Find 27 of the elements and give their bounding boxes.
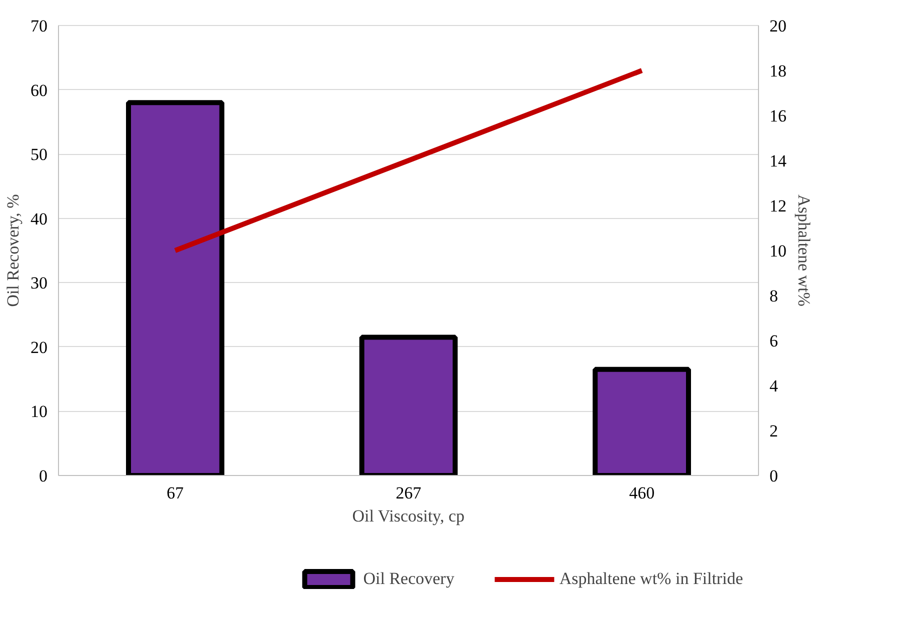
y-tick-label: 50 xyxy=(30,145,48,164)
y2-tick-label: 4 xyxy=(770,376,778,396)
y2-axis-title: Asphaltene wt% xyxy=(794,194,814,306)
y2-tick-label: 12 xyxy=(770,196,786,216)
legend-label: Asphaltene wt% in Filtride xyxy=(559,569,743,589)
y-tick-label: 60 xyxy=(30,80,48,100)
y2-tick-label: 20 xyxy=(770,16,786,36)
y2-tick-label: 2 xyxy=(770,422,778,440)
y-axis-title: Oil Recovery, % xyxy=(4,194,22,307)
y-tick-label: 0 xyxy=(39,466,48,486)
x-tick-label: 67 xyxy=(166,484,184,502)
x-axis-title: Oil Viscosity, cp xyxy=(352,506,465,526)
x-tick-label: 267 xyxy=(396,484,422,502)
y-tick-label: 30 xyxy=(30,274,48,293)
y-tick-label: 40 xyxy=(30,209,48,228)
y2-tick-label: 16 xyxy=(770,106,786,126)
y2-tick-label: 6 xyxy=(770,332,778,350)
y2-tick-label: 10 xyxy=(770,242,786,260)
y-tick-label: 10 xyxy=(30,402,48,422)
y-tick-label: 70 xyxy=(30,16,48,36)
y2-tick-label: 14 xyxy=(770,152,787,170)
y2-tick-label: 18 xyxy=(770,62,786,80)
legend-label: Oil Recovery xyxy=(363,569,454,589)
y2-tick-label: 0 xyxy=(770,466,778,486)
x-tick-label: 460 xyxy=(629,484,655,502)
y2-tick-label: 8 xyxy=(770,286,778,306)
y-tick-label: 20 xyxy=(30,338,48,357)
